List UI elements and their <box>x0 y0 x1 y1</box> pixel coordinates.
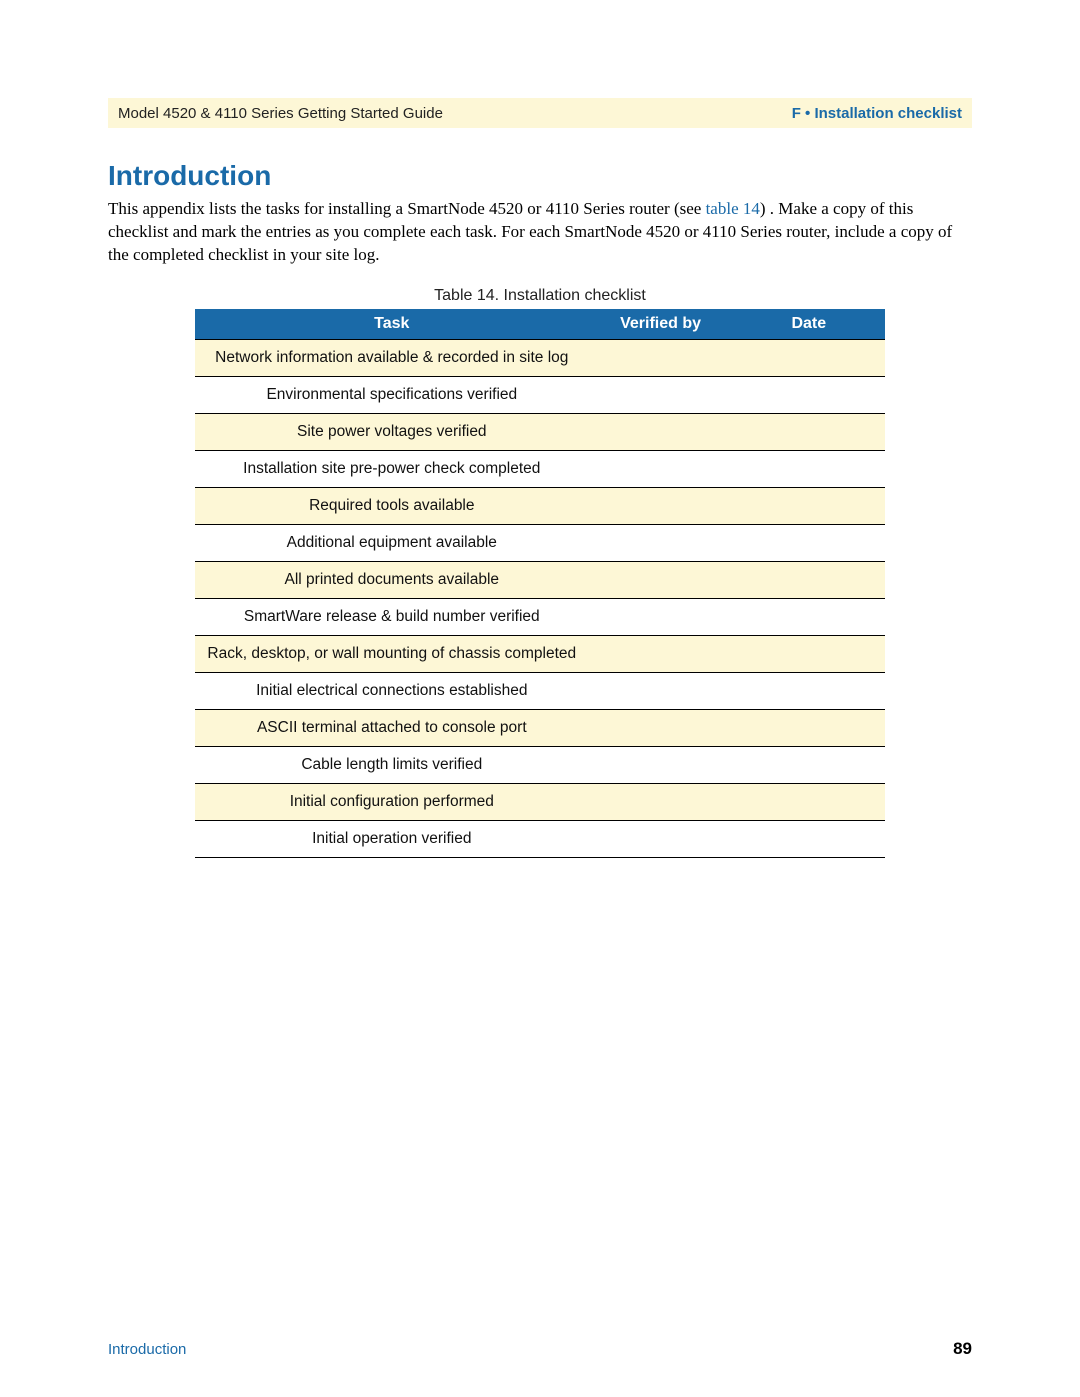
cell-verified-by <box>589 524 733 561</box>
content-area: Introduction This appendix lists the tas… <box>108 160 972 858</box>
cell-date <box>733 376 885 413</box>
cell-date <box>733 450 885 487</box>
cell-verified-by <box>589 487 733 524</box>
header-band: Model 4520 & 4110 Series Getting Started… <box>108 98 972 128</box>
cell-date <box>733 561 885 598</box>
header-left-text: Model 4520 & 4110 Series Getting Started… <box>118 105 443 122</box>
cell-task: Cable length limits verified <box>195 746 589 783</box>
col-header-date: Date <box>733 309 885 340</box>
footer-section-name: Introduction <box>108 1341 186 1358</box>
table-row: Network information available & recorded… <box>195 339 885 376</box>
cell-date <box>733 672 885 709</box>
table-row: Initial electrical connections establish… <box>195 672 885 709</box>
cell-task: Additional equipment available <box>195 524 589 561</box>
table-row: Initial configuration performed <box>195 783 885 820</box>
cell-date <box>733 487 885 524</box>
table-row: ASCII terminal attached to console port <box>195 709 885 746</box>
table-row: Additional equipment available <box>195 524 885 561</box>
table-row: Environmental specifications verified <box>195 376 885 413</box>
table-row: Cable length limits verified <box>195 746 885 783</box>
cell-task: Initial electrical connections establish… <box>195 672 589 709</box>
cell-task: Rack, desktop, or wall mounting of chass… <box>195 635 589 672</box>
body-pre-link: This appendix lists the tasks for instal… <box>108 199 706 218</box>
cell-task: Required tools available <box>195 487 589 524</box>
cell-date <box>733 820 885 857</box>
cell-verified-by <box>589 635 733 672</box>
cell-task: SmartWare release & build number verifie… <box>195 598 589 635</box>
footer: Introduction 89 <box>108 1339 972 1359</box>
cell-task: Network information available & recorded… <box>195 339 589 376</box>
table-header-row: Task Verified by Date <box>195 309 885 340</box>
table-link[interactable]: table 14 <box>706 199 760 218</box>
cell-date <box>733 413 885 450</box>
header-right-text: F • Installation checklist <box>792 105 962 122</box>
cell-task: Site power voltages verified <box>195 413 589 450</box>
table-row: SmartWare release & build number verifie… <box>195 598 885 635</box>
table-row: Rack, desktop, or wall mounting of chass… <box>195 635 885 672</box>
cell-verified-by <box>589 709 733 746</box>
cell-task: All printed documents available <box>195 561 589 598</box>
cell-verified-by <box>589 672 733 709</box>
cell-task: ASCII terminal attached to console port <box>195 709 589 746</box>
cell-task: Environmental specifications verified <box>195 376 589 413</box>
cell-task: Initial configuration performed <box>195 783 589 820</box>
cell-verified-by <box>589 450 733 487</box>
cell-task: Initial operation verified <box>195 820 589 857</box>
table-row: Initial operation verified <box>195 820 885 857</box>
cell-verified-by <box>589 820 733 857</box>
installation-checklist-table: Task Verified by Date Network informatio… <box>195 309 885 858</box>
cell-date <box>733 709 885 746</box>
col-header-task: Task <box>195 309 589 340</box>
cell-verified-by <box>589 376 733 413</box>
page: Model 4520 & 4110 Series Getting Started… <box>0 0 1080 1397</box>
cell-date <box>733 783 885 820</box>
section-title: Introduction <box>108 160 972 192</box>
intro-paragraph: This appendix lists the tasks for instal… <box>108 198 972 267</box>
cell-verified-by <box>589 339 733 376</box>
cell-verified-by <box>589 598 733 635</box>
page-number: 89 <box>953 1339 972 1359</box>
cell-date <box>733 598 885 635</box>
table-row: Required tools available <box>195 487 885 524</box>
cell-task: Installation site pre-power check comple… <box>195 450 589 487</box>
col-header-verified-by: Verified by <box>589 309 733 340</box>
cell-verified-by <box>589 561 733 598</box>
cell-verified-by <box>589 783 733 820</box>
table-row: Installation site pre-power check comple… <box>195 450 885 487</box>
cell-date <box>733 524 885 561</box>
cell-verified-by <box>589 413 733 450</box>
table-row: Site power voltages verified <box>195 413 885 450</box>
cell-date <box>733 746 885 783</box>
cell-date <box>733 635 885 672</box>
table-caption: Table 14. Installation checklist <box>108 287 972 305</box>
cell-verified-by <box>589 746 733 783</box>
table-row: All printed documents available <box>195 561 885 598</box>
cell-date <box>733 339 885 376</box>
